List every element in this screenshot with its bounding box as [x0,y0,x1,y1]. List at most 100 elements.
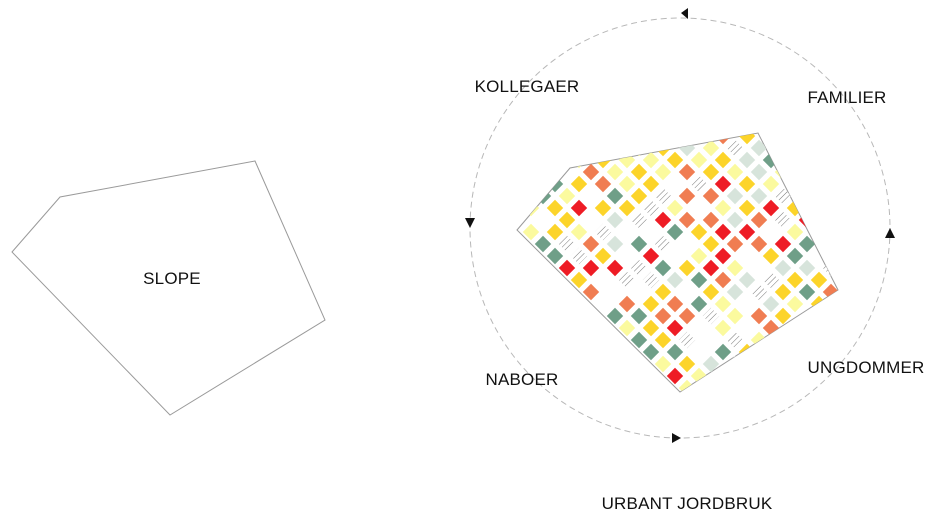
tile [522,391,540,392]
tile [798,259,816,277]
tile [738,271,756,289]
tile [499,320,515,336]
tile [618,175,636,193]
tile [517,259,528,277]
arrow-left-icon [465,218,475,228]
tile [570,343,588,361]
tile [631,116,647,132]
tile [762,367,780,385]
tile [786,295,804,313]
tile [834,223,838,241]
tile [726,139,744,157]
tile [642,343,660,361]
tile [582,379,600,392]
tile [499,392,515,408]
tile [546,319,564,337]
arrow-bottom-icon [672,433,681,443]
tile [834,175,838,193]
tile [534,187,552,205]
tile [666,367,684,385]
tile [738,133,756,145]
arrow-top-icon [681,8,688,19]
tile [762,295,780,313]
tile [738,199,756,217]
tile [750,139,768,157]
tile [822,259,838,277]
tile [630,355,648,373]
tile [762,391,780,392]
tile [570,133,588,145]
tile [499,152,515,168]
tile [654,379,672,392]
tile [774,139,792,157]
tile [690,247,708,265]
tile [522,151,540,169]
tile [714,391,732,392]
tile [642,319,660,337]
tile [534,163,552,181]
tile [666,391,684,392]
tile [714,295,732,313]
tile [630,307,648,325]
tile [654,331,672,349]
tile [798,139,816,157]
tile [726,307,744,325]
tile [666,295,684,313]
tile [738,391,756,392]
tile [810,271,828,289]
tile [727,116,743,132]
tile [654,307,672,325]
tile [690,295,708,313]
tile [702,379,720,392]
tile [606,187,624,205]
tile [798,235,816,253]
tile [666,271,684,289]
tile [594,151,612,169]
tile [810,319,828,337]
tile [702,235,720,253]
tile [606,235,624,253]
tile [750,283,768,301]
tile [606,139,624,157]
tile [522,271,540,289]
tile [678,307,696,325]
tile [762,133,780,145]
tile [690,223,708,241]
tile [678,163,696,181]
tile [570,199,588,217]
tile [750,355,768,373]
tile [642,295,660,313]
tile [558,187,576,205]
tile [714,367,732,385]
tile [630,379,648,392]
tile [618,133,636,145]
tile [583,116,599,132]
tile [522,175,540,193]
tile [678,187,696,205]
tile [517,139,528,157]
tile [618,271,636,289]
tile [678,139,696,157]
tile [582,307,600,325]
tile [750,235,768,253]
tile [666,151,684,169]
tile [726,187,744,205]
tile [762,175,780,193]
tile [666,319,684,337]
tile [594,343,612,361]
tile [499,200,515,216]
tile [558,139,576,157]
tile [666,343,684,361]
tile [774,259,792,277]
tile [762,151,780,169]
tile [517,187,528,205]
tile [594,223,612,241]
tile [522,319,540,337]
tile [762,343,780,361]
tile [810,175,828,193]
tile [750,187,768,205]
tile [798,211,816,229]
tile [546,151,564,169]
tile [750,307,768,325]
